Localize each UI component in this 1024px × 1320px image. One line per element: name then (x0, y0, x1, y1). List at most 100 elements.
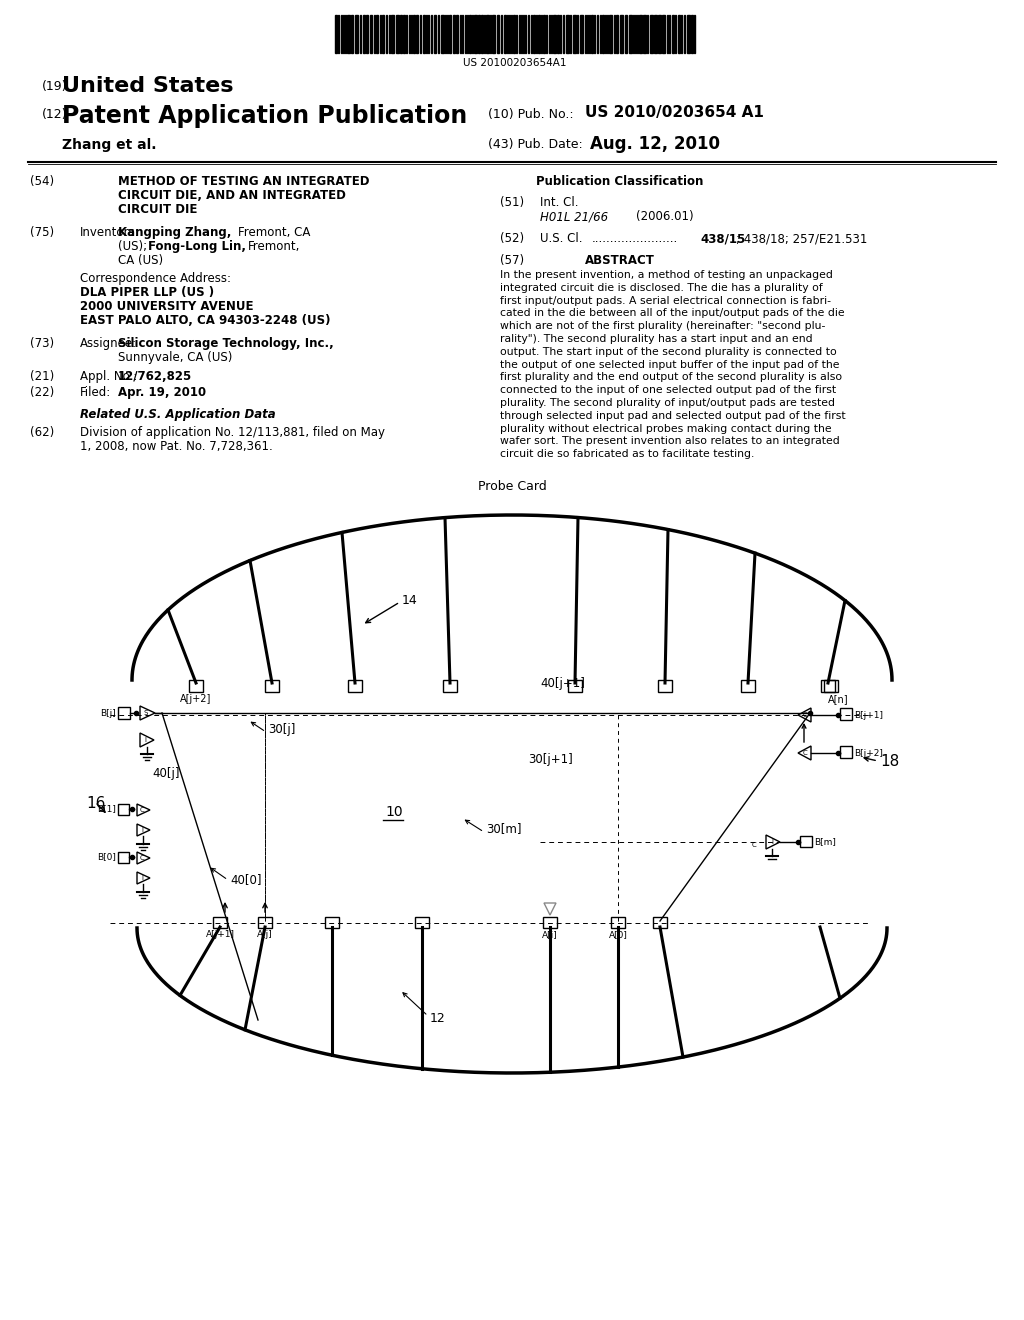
Bar (118, 851, 129, 863)
Bar (639, 15, 642, 53)
Bar (504, 15, 506, 53)
Bar (481, 15, 483, 53)
Bar (568, 680, 582, 692)
Bar (678, 15, 680, 53)
Bar (658, 15, 662, 53)
Bar (543, 15, 545, 53)
Bar (416, 15, 418, 53)
Bar (643, 15, 646, 53)
Text: US 2010/0203654 A1: US 2010/0203654 A1 (585, 106, 764, 120)
Polygon shape (137, 824, 150, 836)
Text: METHOD OF TESTING AN INTEGRATED: METHOD OF TESTING AN INTEGRATED (118, 176, 370, 187)
Bar (258, 917, 272, 928)
Text: ; 438/18; 257/E21.531: ; 438/18; 257/E21.531 (736, 232, 867, 246)
Text: (57): (57) (500, 253, 524, 267)
Bar (347, 15, 350, 53)
Text: CIRCUIT DIE, AND AN INTEGRATED: CIRCUIT DIE, AND AN INTEGRATED (118, 189, 346, 202)
Text: 30[j]: 30[j] (268, 723, 295, 737)
Bar (611, 917, 625, 928)
Polygon shape (798, 746, 811, 760)
Bar (662, 15, 665, 53)
Bar (366, 15, 368, 53)
Bar (449, 15, 451, 53)
Bar (591, 15, 593, 53)
Bar (620, 15, 623, 53)
Bar (538, 15, 540, 53)
Bar (376, 15, 378, 53)
Text: first plurality and the end output of the second plurality is also: first plurality and the end output of th… (500, 372, 842, 383)
Bar (616, 15, 618, 53)
Text: integrated circuit die is disclosed. The die has a plurality of: integrated circuit die is disclosed. The… (500, 282, 822, 293)
Text: Silicon Storage Technology, Inc.,: Silicon Storage Technology, Inc., (118, 337, 334, 350)
Text: 12/762,825: 12/762,825 (118, 370, 193, 383)
Text: 16: 16 (86, 796, 105, 810)
Text: A[j]: A[j] (257, 931, 272, 939)
Text: (62): (62) (30, 426, 54, 440)
Bar (370, 15, 372, 53)
Text: 40[0]: 40[0] (230, 873, 261, 886)
Text: plurality without electrical probes making contact during the: plurality without electrical probes maki… (500, 424, 831, 433)
Bar (553, 15, 556, 53)
Bar (213, 917, 227, 928)
Bar (456, 15, 458, 53)
Text: .......................: ....................... (592, 232, 678, 246)
Bar (741, 680, 755, 692)
Text: B[1]: B[1] (97, 804, 116, 813)
Text: Related U.S. Application Data: Related U.S. Application Data (80, 408, 275, 421)
Bar (118, 708, 130, 719)
Bar (265, 680, 279, 692)
Text: CIRCUIT DIE: CIRCUIT DIE (118, 203, 198, 216)
Text: S: S (143, 710, 148, 715)
Bar (443, 680, 457, 692)
Bar (396, 15, 399, 53)
Text: CA (US): CA (US) (118, 253, 163, 267)
Bar (653, 917, 667, 928)
Text: Sunnyvale, CA (US): Sunnyvale, CA (US) (118, 351, 232, 364)
Bar (391, 15, 394, 53)
Bar (325, 917, 339, 928)
Bar (453, 15, 455, 53)
Bar (362, 15, 365, 53)
Bar (403, 15, 406, 53)
Bar (821, 680, 835, 692)
Text: Division of application No. 12/113,881, filed on May: Division of application No. 12/113,881, … (80, 426, 385, 440)
Polygon shape (137, 804, 150, 816)
Text: Filed:: Filed: (80, 385, 112, 399)
Text: connected to the input of one selected output pad of the first: connected to the input of one selected o… (500, 385, 837, 395)
Text: Probe Card: Probe Card (477, 480, 547, 492)
Polygon shape (766, 836, 780, 849)
Bar (824, 680, 838, 692)
Bar (469, 15, 471, 53)
Bar (654, 15, 657, 53)
Text: I: I (771, 840, 773, 845)
Text: I: I (144, 737, 146, 743)
Text: C: C (803, 750, 807, 756)
Text: US 20100203654A1: US 20100203654A1 (463, 58, 566, 69)
Text: A[n]: A[n] (828, 694, 849, 704)
Polygon shape (544, 903, 556, 915)
Bar (497, 15, 499, 53)
Text: circuit die so fabricated as to facilitate testing.: circuit die so fabricated as to facilita… (500, 449, 755, 459)
Bar (800, 836, 812, 847)
Text: the output of one selected input buffer of the input pad of the: the output of one selected input buffer … (500, 359, 840, 370)
Text: Int. Cl.: Int. Cl. (540, 195, 579, 209)
Text: B[0]: B[0] (97, 853, 116, 862)
Bar (415, 917, 429, 928)
Text: output. The start input of the second plurality is connected to: output. The start input of the second pl… (500, 347, 837, 356)
Text: A[j+1]: A[j+1] (206, 931, 234, 939)
Bar (609, 15, 612, 53)
Text: (22): (22) (30, 385, 54, 399)
Bar (423, 15, 425, 53)
Text: Apr. 19, 2010: Apr. 19, 2010 (118, 385, 206, 399)
Text: Kangping Zhang,: Kangping Zhang, (118, 226, 231, 239)
Bar (355, 15, 358, 53)
Polygon shape (140, 706, 155, 719)
Bar (566, 15, 569, 53)
Text: (75): (75) (30, 226, 54, 239)
Text: (21): (21) (30, 370, 54, 383)
Bar (840, 746, 852, 758)
Text: 1, 2008, now Pat. No. 7,728,361.: 1, 2008, now Pat. No. 7,728,361. (80, 440, 272, 453)
Text: which are not of the first plurality (hereinafter: "second plu-: which are not of the first plurality (he… (500, 321, 825, 331)
Bar (478, 15, 480, 53)
Bar (691, 15, 693, 53)
